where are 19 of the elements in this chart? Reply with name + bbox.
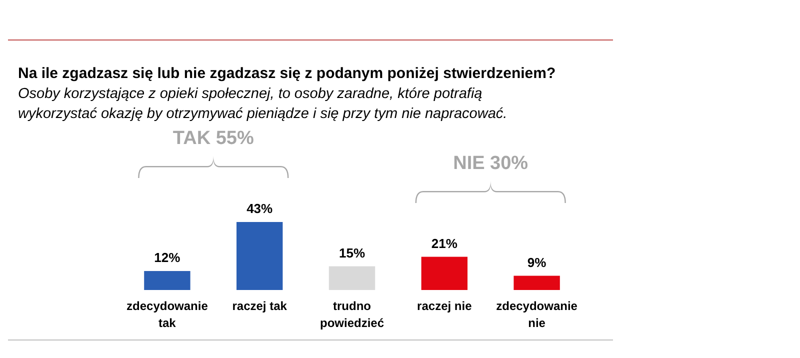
text: NIE 30% — [453, 153, 528, 174]
data-label: 21% — [431, 236, 458, 251]
x-tick-label: trudno powiedzieć — [320, 299, 384, 330]
bar — [328, 266, 376, 290]
x-tick-label: zdecydowanie tak — [126, 299, 208, 330]
data-label: 15% — [338, 245, 366, 260]
text: TAK 55% — [172, 128, 254, 149]
x-tick-label: raczej nie — [417, 299, 472, 313]
data-label: 43% — [246, 201, 274, 216]
chart-title: Na ile zgadzasz się lub nie zgadzasz się z podanym poniżej stwierdzeniem? — [18, 65, 556, 82]
x-tick-label: raczej tak — [232, 299, 288, 313]
data-label: 9% — [527, 254, 547, 270]
bar — [144, 271, 190, 290]
chart-subtitle: Osoby korzystające z opieki społecznej, to osoby zaradne, które potrafią wykorzystać okazję by otrzymywać pieniądze i się przy tym nie napracować. — [18, 86, 508, 122]
bar — [236, 222, 283, 290]
x-tick-label: zdecydowanie nie — [496, 299, 578, 330]
data-label: 12% — [154, 250, 181, 266]
bar — [514, 276, 560, 290]
bar — [421, 256, 468, 290]
